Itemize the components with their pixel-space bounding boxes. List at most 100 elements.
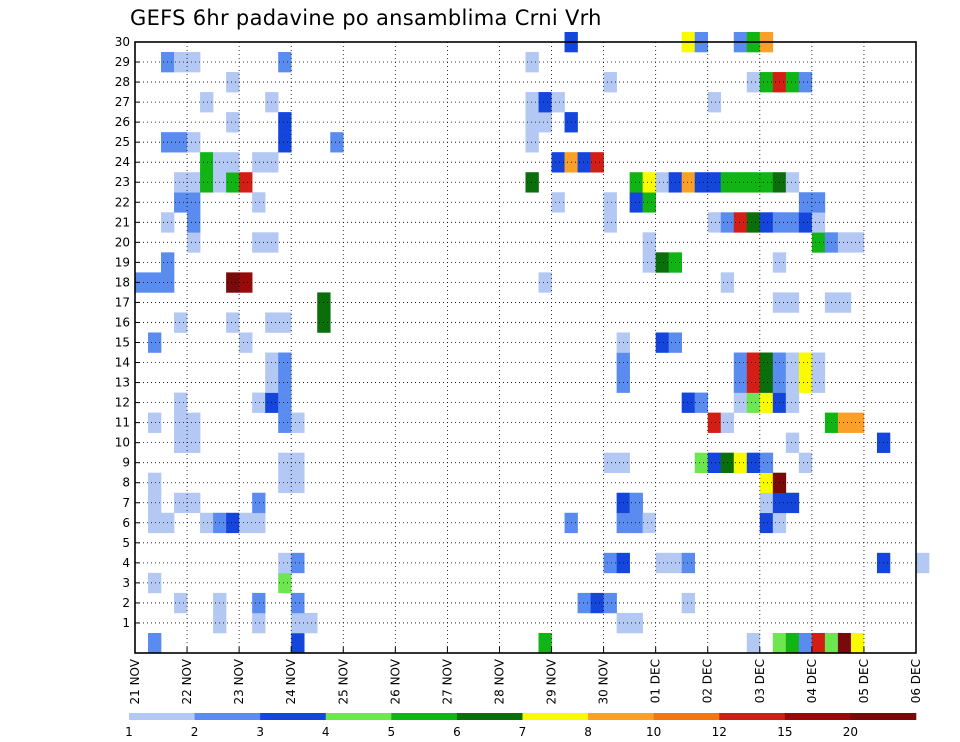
- y-tick-label: 24: [115, 155, 130, 169]
- heatmap-cell: [174, 312, 188, 333]
- x-tick-label: 05 DEC: [857, 659, 871, 703]
- heatmap-cell: [174, 412, 188, 433]
- heatmap-cell: [629, 512, 643, 534]
- heatmap-cell: [226, 152, 240, 173]
- heatmap-cell: [148, 272, 162, 293]
- heatmap-cell: [603, 452, 617, 473]
- heatmap-cell: [278, 312, 292, 333]
- heatmap-cell: [278, 472, 292, 494]
- heatmap-cell: [642, 252, 656, 273]
- heatmap-cell: [226, 512, 240, 534]
- heatmap-cell: [551, 152, 565, 173]
- y-tick-label: 13: [115, 376, 130, 390]
- heatmap-cell: [252, 592, 266, 614]
- heatmap-cell: [746, 352, 761, 373]
- heatmap-cell: [174, 192, 188, 213]
- heatmap-cell: [148, 472, 162, 494]
- heatmap-cell: [785, 292, 800, 313]
- heatmap-cell: [603, 552, 617, 574]
- heatmap-cells: [135, 31, 930, 654]
- heatmap-cell: [174, 492, 188, 514]
- heatmap-cell: [538, 112, 552, 133]
- heatmap-cell: [733, 452, 748, 473]
- heatmap-cell: [252, 512, 266, 534]
- heatmap-cell: [798, 352, 813, 373]
- heatmap-cell: [278, 552, 292, 574]
- heatmap-cell: [291, 632, 305, 654]
- heatmap-cell: [837, 232, 852, 253]
- heatmap-cell: [746, 372, 761, 393]
- legend-swatch: [784, 713, 851, 720]
- x-tick-label: 03 DEC: [753, 659, 767, 703]
- heatmap-cell: [135, 272, 149, 293]
- y-tick-label: 23: [115, 175, 130, 189]
- legend-swatch: [260, 713, 327, 720]
- heatmap-cell: [330, 132, 344, 153]
- heatmap-cell: [291, 412, 305, 433]
- heatmap-cell: [837, 632, 852, 654]
- heatmap-cell: [187, 492, 201, 514]
- y-axis: 1234567891011121314151617181920212223242…: [115, 35, 140, 630]
- heatmap-cell: [629, 612, 643, 634]
- y-tick-label: 25: [115, 135, 130, 149]
- plot-frame: [134, 41, 917, 654]
- heatmap-cell: [759, 212, 774, 233]
- heatmap-cell: [798, 372, 813, 393]
- legend-label: 15: [777, 725, 792, 739]
- legend-swatch: [194, 713, 261, 720]
- color-legend: 1 2 3 4 5 6 7 8 10 12 15 20: [125, 713, 917, 739]
- heatmap-cell: [148, 492, 162, 514]
- heatmap-cell: [655, 552, 669, 574]
- legend-swatch: [129, 713, 195, 720]
- legend-label: 10: [646, 725, 661, 739]
- heatmap-cell: [187, 232, 201, 253]
- y-tick-label: 30: [115, 35, 130, 49]
- heatmap-cell: [603, 212, 617, 233]
- heatmap-cell: [239, 332, 253, 353]
- heatmap-cell: [239, 272, 253, 293]
- x-tick-label: 29 NOV: [545, 658, 559, 704]
- heatmap-cell: [759, 392, 774, 413]
- heatmap-cell: [226, 312, 240, 333]
- heatmap-cell: [278, 352, 292, 373]
- heatmap-cell: [538, 272, 552, 293]
- heatmap-cell: [148, 632, 162, 654]
- y-tick-label: 4: [122, 556, 130, 570]
- heatmap-cell: [759, 452, 774, 473]
- heatmap-cell: [850, 632, 865, 654]
- y-tick-label: 3: [122, 576, 130, 590]
- heatmap-cell: [200, 92, 214, 113]
- heatmap-cell: [681, 592, 696, 614]
- heatmap-cell: [759, 72, 774, 93]
- heatmap-cell: [746, 392, 761, 413]
- heatmap-cell: [577, 592, 591, 614]
- heatmap-cell: [239, 172, 253, 193]
- x-tick-label: 01 DEC: [649, 659, 663, 703]
- x-tick-label: 02 DEC: [701, 659, 715, 703]
- x-tick-label: 06 DEC: [909, 659, 923, 703]
- legend-label: 20: [843, 725, 858, 739]
- y-tick-label: 1: [122, 616, 130, 630]
- y-tick-label: 21: [115, 215, 130, 229]
- heatmap-cell: [642, 172, 656, 193]
- heatmap-cell: [525, 92, 539, 113]
- legend-label: 8: [584, 725, 592, 739]
- heatmap-cell: [551, 192, 565, 213]
- heatmap-cell: [174, 392, 188, 413]
- heatmap-cell: [538, 632, 552, 654]
- legend-swatch: [522, 713, 589, 720]
- heatmap-cell: [681, 552, 696, 574]
- heatmap-cell: [590, 592, 604, 614]
- heatmap-cell: [525, 112, 539, 133]
- heatmap-cell: [707, 172, 722, 193]
- heatmap-cell: [785, 432, 800, 453]
- heatmap-cell: [759, 372, 774, 393]
- heatmap-cell: [811, 632, 826, 654]
- heatmap-cell: [252, 152, 266, 173]
- heatmap-cell: [824, 632, 839, 654]
- heatmap-cell: [174, 592, 188, 614]
- heatmap-cell: [187, 412, 201, 433]
- x-tick-label: 25 NOV: [336, 658, 350, 704]
- heatmap-cell: [746, 452, 761, 473]
